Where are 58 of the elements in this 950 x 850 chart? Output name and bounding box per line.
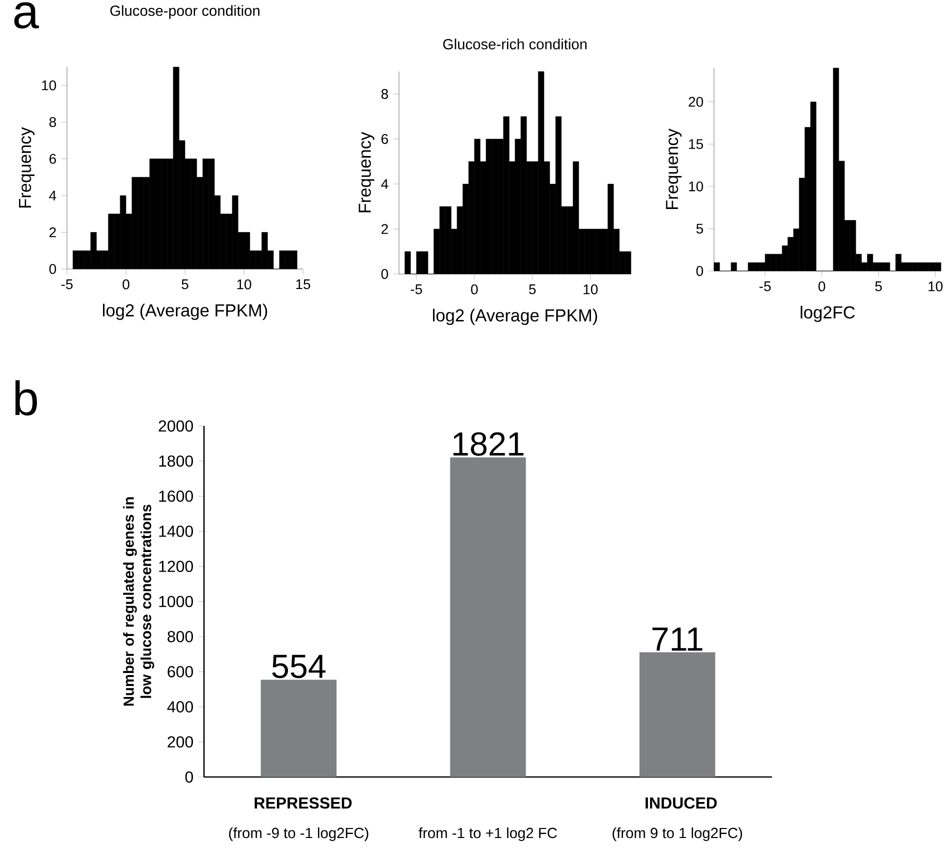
data-label: 554 <box>272 654 326 678</box>
y-tick-label: 10 <box>42 80 56 90</box>
y-tick-label: 400 <box>167 701 193 712</box>
y-tick-label: 2 <box>50 227 56 238</box>
text: b <box>15 380 37 416</box>
x-tick-label: -5 <box>759 281 771 292</box>
y-tick-label: 6 <box>382 134 388 144</box>
x-tick-label: 0 <box>471 284 478 294</box>
x-tick-label: 10 <box>928 281 943 292</box>
chart-title: Glucose-poor condition <box>110 5 260 19</box>
x-tick-label: 0 <box>818 281 826 292</box>
y-tick-label: 600 <box>168 666 193 678</box>
y-tick-label: 2000 <box>158 420 193 432</box>
y-tick-label: 6 <box>50 154 56 164</box>
y-tick-label: 8 <box>381 89 388 99</box>
y-tick-label: 800 <box>168 630 193 642</box>
x-tick-label: 5 <box>529 284 536 294</box>
y-tick-label: 1000 <box>159 596 193 608</box>
x-tick-label: 0 <box>122 279 130 290</box>
x-tick-label: -5 <box>410 284 422 294</box>
y-tick-label: 4 <box>49 190 56 200</box>
y-tick-label: 4 <box>381 179 388 189</box>
x-axis-title: log2 (Average FPKM) <box>433 308 598 325</box>
text: REPRESSED <box>254 797 352 809</box>
x-tick-label: from -1 to +1 log2 FC <box>418 827 557 842</box>
y-tick-label: 8 <box>49 117 56 128</box>
text: INDUCED <box>646 797 717 809</box>
x-tick-label: (from -9 to -1 log2FC) <box>229 827 368 842</box>
y-tick-label: 0 <box>185 771 193 783</box>
y-tick-label: 20 <box>688 96 704 107</box>
x-tick-label: 15 <box>296 279 310 290</box>
data-label: 711 <box>652 628 702 651</box>
y-axis-title: Frequency <box>19 127 35 208</box>
y-tick-label: 200 <box>168 736 193 748</box>
y-axis-title: Number of regulated genes in low glucose concentrations <box>123 497 154 706</box>
y-tick-label: 5 <box>696 224 704 234</box>
y-tick-label: 1400 <box>159 526 193 537</box>
y-tick-label: 1200 <box>159 560 193 572</box>
y-tick-label: 1600 <box>159 490 193 502</box>
y-axis-title: Frequency <box>666 128 682 210</box>
text: a <box>14 2 39 29</box>
y-axis-title: Frequency <box>358 132 374 212</box>
chart-title: Glucose-rich condition <box>443 38 587 50</box>
y-tick-label: 10 <box>689 181 704 192</box>
x-tick-label: 5 <box>875 281 882 292</box>
y-tick-label: 0 <box>381 269 388 279</box>
y-tick-label: 15 <box>689 139 704 150</box>
x-tick-label: 10 <box>584 284 598 294</box>
x-axis-title: log2 (Average FPKM) <box>103 304 268 320</box>
y-tick-label: 0 <box>696 266 704 276</box>
y-tick-label: 1800 <box>159 455 193 467</box>
x-tick-label: (from 9 to 1 log2FC) <box>612 827 742 842</box>
x-tick-label: 10 <box>237 279 252 290</box>
x-axis-title: log2FC <box>800 306 855 322</box>
data-label: 1821 <box>453 432 524 456</box>
y-tick-label: 0 <box>49 264 56 274</box>
x-tick-label: -5 <box>61 279 73 290</box>
y-tick-label: 2 <box>382 224 388 234</box>
